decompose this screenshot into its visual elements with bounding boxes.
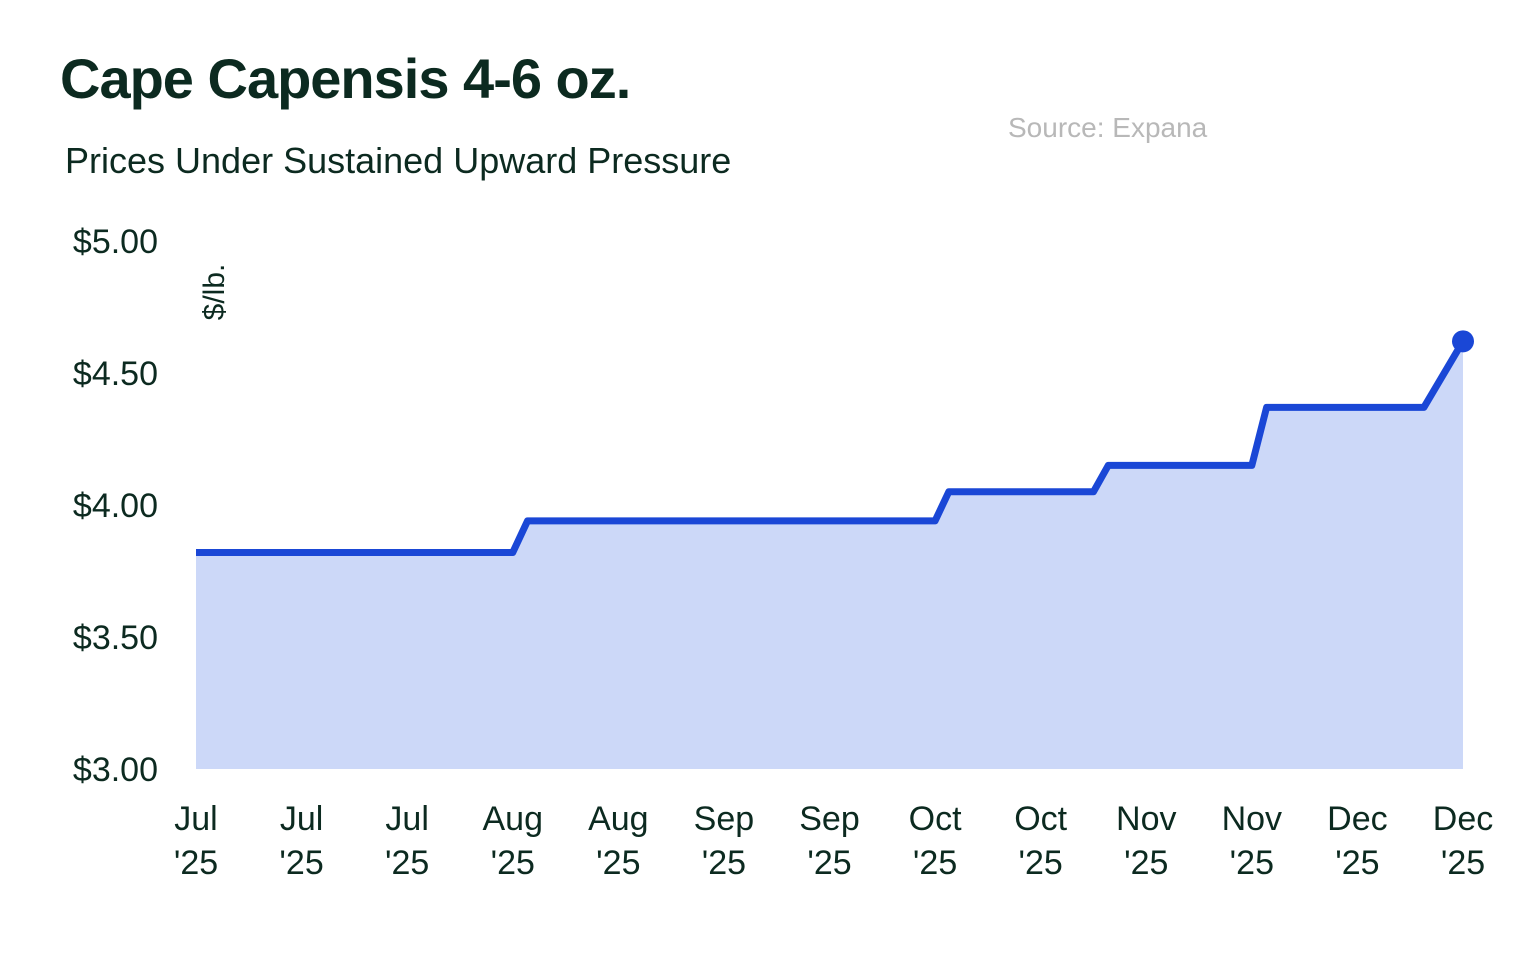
y-axis-label: $/lb. (198, 264, 231, 321)
x-tick-label: Dec '25 (1433, 800, 1493, 882)
x-tick-label: Nov '25 (1116, 800, 1176, 882)
x-tick-label: Sep '25 (694, 800, 755, 882)
y-tick-label: $5.00 (73, 223, 158, 261)
line (196, 339, 1467, 557)
x-tick-label: Dec '25 (1327, 800, 1387, 882)
x-tick-label: Oct '25 (909, 800, 962, 882)
y-tick-label: $3.00 (73, 751, 158, 789)
y-tick-label: $4.00 (73, 487, 158, 525)
x-tick-label: Aug '25 (483, 800, 544, 882)
y-tick-label: $3.50 (73, 619, 158, 657)
x-tick-label: Jul '25 (279, 800, 323, 882)
x-tick-label: Oct '25 (1014, 800, 1067, 882)
end-marker (1452, 330, 1474, 353)
y-tick-label: $4.50 (73, 355, 158, 393)
area (196, 341, 1463, 769)
source-note: Source: Expana (1008, 112, 1208, 143)
chart-title: Cape Capensis 4-6 oz. (60, 47, 630, 110)
x-tick-label: Jul '25 (385, 800, 429, 882)
x-tick-label: Nov '25 (1222, 800, 1282, 882)
x-tick-label: Aug '25 (588, 800, 649, 882)
x-tick-label: Jul '25 (174, 800, 218, 882)
chart-subtitle: Prices Under Sustained Upward Pressure (65, 140, 731, 181)
x-tick-label: Sep '25 (799, 800, 860, 882)
